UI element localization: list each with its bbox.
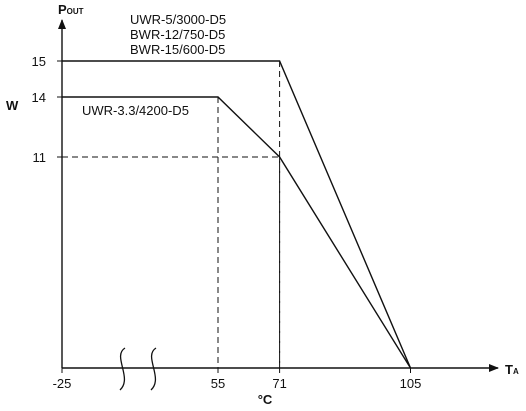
x-tick-label-71: 71 (272, 376, 286, 391)
y-tick-label-11: 11 (33, 150, 47, 165)
axis-break-mark-1 (119, 347, 126, 391)
x-tick-label-55: 55 (211, 376, 225, 391)
y-tick-label-14: 14 (32, 90, 46, 105)
x-tick-label-105: 105 (400, 376, 422, 391)
x-axis-unit: °C (258, 392, 273, 407)
axis-break-mark-2 (150, 347, 157, 391)
series-line-0 (62, 60, 412, 369)
series-label-top: UWR-5/3000-D5 BWR-12/750-D5 BWR-15/600-D… (130, 12, 230, 57)
x-axis-title: TA (505, 362, 519, 377)
y-tick-label-15: 15 (32, 54, 46, 69)
series-label-bottom: UWR-3.3/4200-D5 (82, 103, 189, 118)
series-line-1 (62, 96, 412, 369)
y-axis-title: POUT (58, 2, 84, 17)
y-axis-unit: W (6, 98, 19, 113)
x-tick-label--25: -25 (53, 376, 72, 391)
